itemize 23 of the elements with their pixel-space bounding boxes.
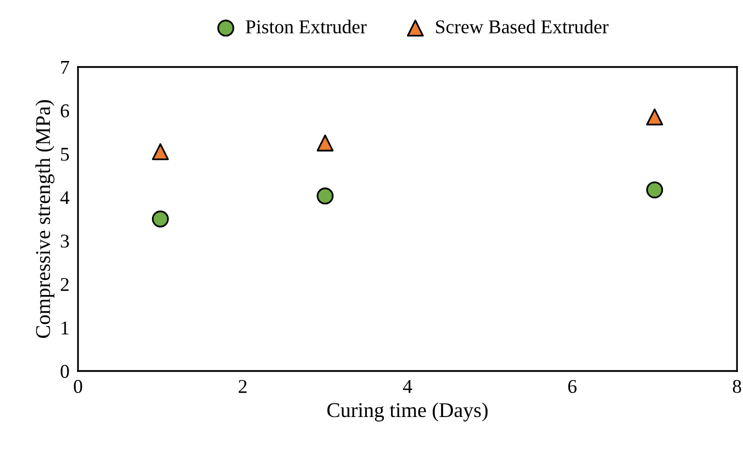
point bbox=[316, 134, 334, 152]
y-tick-label: 0 bbox=[60, 364, 69, 378]
x-tick-label: 8 bbox=[732, 380, 742, 394]
x-axis-title: Curing time (Days) bbox=[327, 402, 488, 422]
y-tick-label: 4 bbox=[60, 191, 70, 204]
y-tick-label: 7 bbox=[61, 61, 70, 74]
x-tick-label: 2 bbox=[238, 380, 247, 393]
y-tick-label: 6 bbox=[60, 104, 70, 118]
x-tick-label: 6 bbox=[568, 380, 577, 394]
y-tick-label: 2 bbox=[60, 278, 69, 291]
point bbox=[646, 108, 664, 126]
x-tick-label: 0 bbox=[74, 380, 82, 394]
y-axis-title: Compressive strength (MPa) bbox=[35, 100, 54, 338]
point bbox=[152, 210, 169, 228]
y-tick-label: 1 bbox=[62, 321, 68, 334]
x-tick-label: 4 bbox=[403, 380, 412, 393]
legend-label: Piston Extruder bbox=[246, 20, 367, 34]
legend-label: Screw Based Extruder bbox=[436, 20, 608, 34]
point bbox=[152, 143, 169, 160]
point bbox=[316, 188, 334, 204]
y-tick-label: 3 bbox=[60, 234, 69, 248]
point bbox=[646, 181, 664, 198]
y-tick-label: 5 bbox=[61, 148, 69, 161]
